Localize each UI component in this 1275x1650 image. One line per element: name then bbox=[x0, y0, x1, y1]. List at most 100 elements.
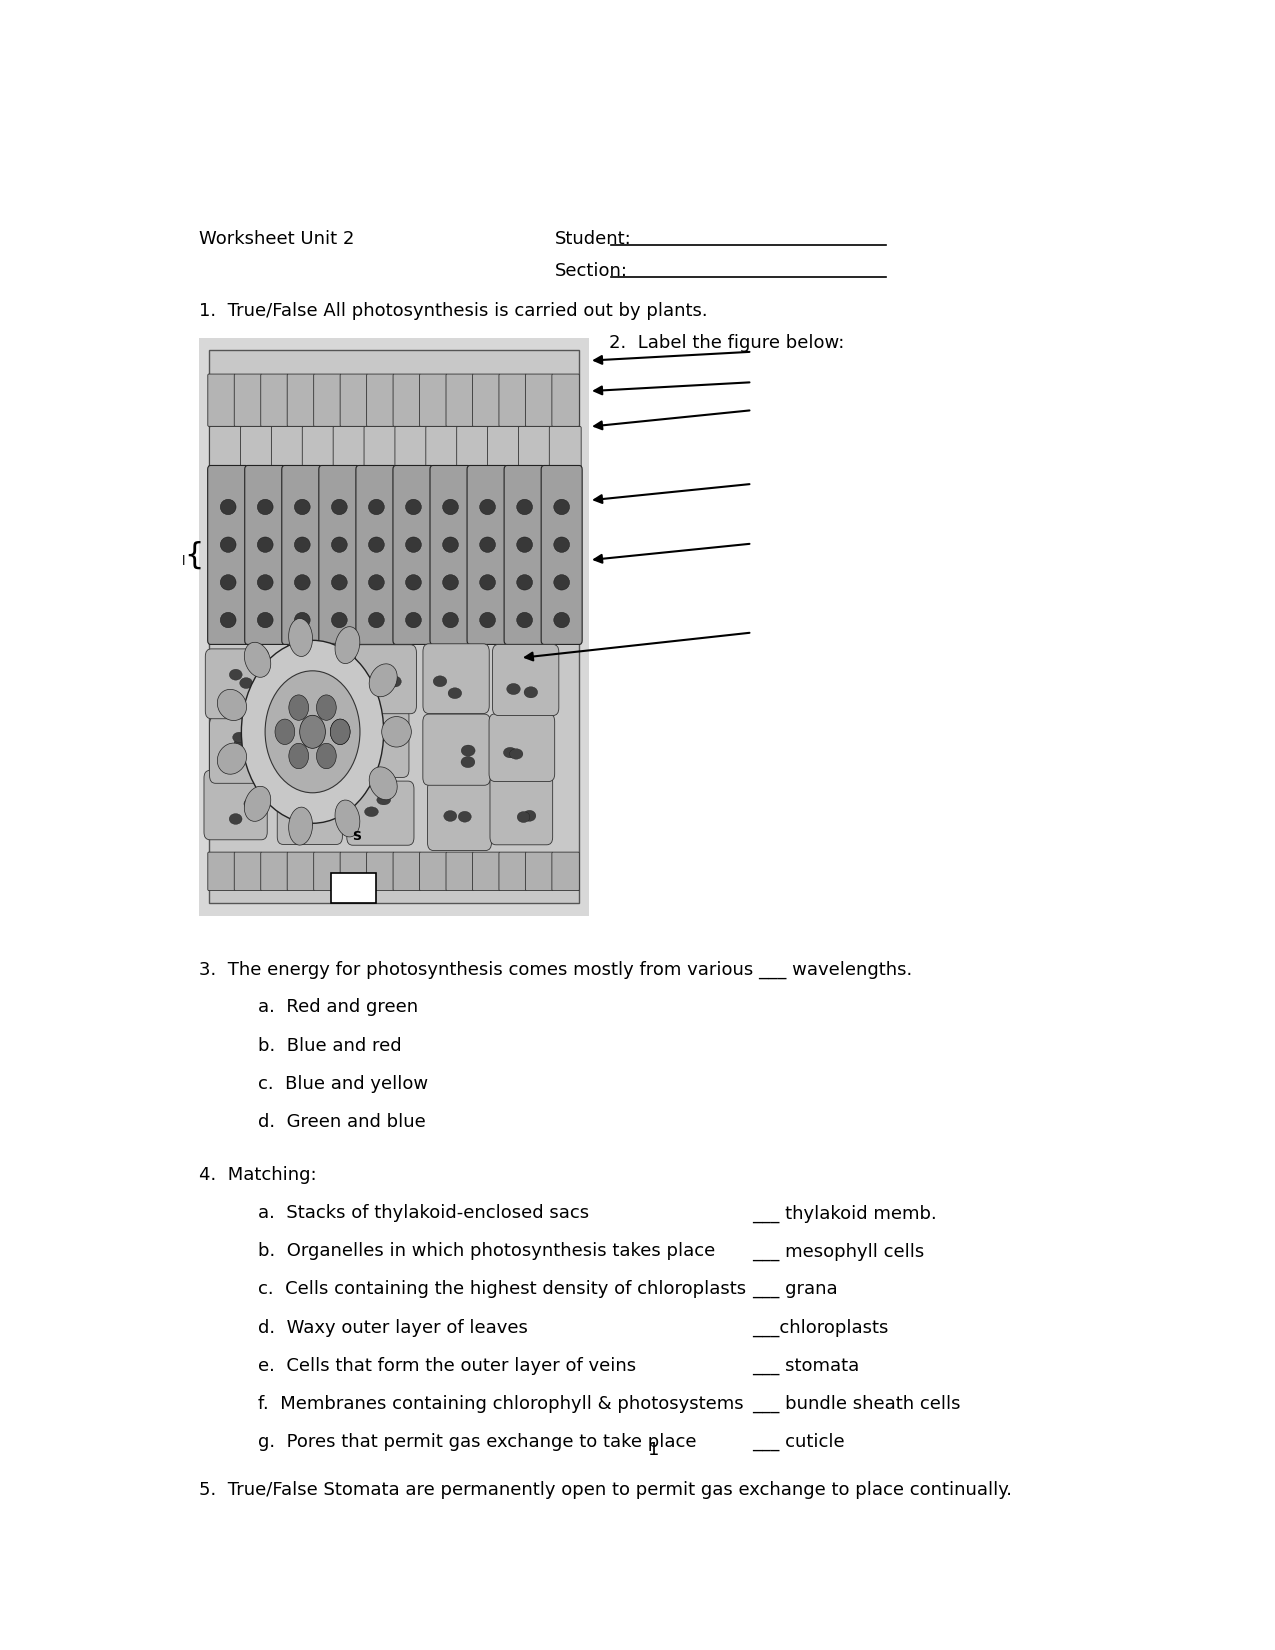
Ellipse shape bbox=[221, 574, 236, 591]
Ellipse shape bbox=[368, 500, 384, 515]
Ellipse shape bbox=[230, 813, 242, 825]
Ellipse shape bbox=[516, 536, 533, 553]
Ellipse shape bbox=[298, 754, 311, 764]
Circle shape bbox=[275, 719, 295, 744]
Text: d.  Green and blue: d. Green and blue bbox=[258, 1112, 426, 1130]
Ellipse shape bbox=[479, 500, 496, 515]
Bar bbox=[199, 338, 589, 916]
Ellipse shape bbox=[258, 500, 273, 515]
Ellipse shape bbox=[370, 663, 398, 696]
Ellipse shape bbox=[245, 787, 270, 822]
Ellipse shape bbox=[230, 670, 242, 680]
Circle shape bbox=[316, 695, 337, 721]
FancyBboxPatch shape bbox=[499, 851, 527, 891]
Ellipse shape bbox=[332, 574, 347, 591]
FancyBboxPatch shape bbox=[314, 851, 342, 891]
FancyBboxPatch shape bbox=[282, 465, 323, 645]
Ellipse shape bbox=[258, 612, 273, 627]
FancyBboxPatch shape bbox=[525, 851, 553, 891]
Text: Student:: Student: bbox=[555, 229, 631, 248]
Ellipse shape bbox=[296, 790, 310, 802]
Ellipse shape bbox=[258, 536, 273, 553]
Ellipse shape bbox=[221, 612, 236, 627]
FancyBboxPatch shape bbox=[275, 710, 339, 777]
Ellipse shape bbox=[448, 688, 462, 698]
FancyBboxPatch shape bbox=[427, 780, 491, 850]
FancyBboxPatch shape bbox=[235, 851, 261, 891]
Circle shape bbox=[330, 719, 351, 744]
FancyBboxPatch shape bbox=[287, 644, 352, 714]
Circle shape bbox=[300, 716, 325, 749]
FancyBboxPatch shape bbox=[208, 375, 236, 426]
Text: {: { bbox=[185, 541, 204, 569]
Ellipse shape bbox=[442, 536, 459, 553]
Ellipse shape bbox=[332, 536, 347, 553]
Ellipse shape bbox=[442, 574, 459, 591]
Ellipse shape bbox=[365, 807, 379, 817]
FancyBboxPatch shape bbox=[423, 644, 490, 713]
FancyBboxPatch shape bbox=[260, 851, 288, 891]
Ellipse shape bbox=[553, 612, 570, 627]
FancyBboxPatch shape bbox=[346, 708, 409, 777]
FancyBboxPatch shape bbox=[550, 427, 581, 470]
Ellipse shape bbox=[370, 767, 398, 800]
FancyBboxPatch shape bbox=[365, 427, 397, 470]
FancyBboxPatch shape bbox=[287, 851, 315, 891]
Ellipse shape bbox=[217, 690, 246, 721]
Ellipse shape bbox=[385, 731, 398, 742]
Text: ___ thylakoid memb.: ___ thylakoid memb. bbox=[752, 1204, 937, 1223]
Ellipse shape bbox=[510, 749, 523, 759]
FancyBboxPatch shape bbox=[467, 465, 507, 645]
Text: ___ grana: ___ grana bbox=[752, 1280, 838, 1299]
Ellipse shape bbox=[368, 536, 384, 553]
Bar bbox=[209, 350, 579, 903]
FancyBboxPatch shape bbox=[241, 427, 273, 470]
Text: Section:: Section: bbox=[555, 262, 627, 279]
FancyBboxPatch shape bbox=[319, 465, 360, 645]
Text: f.  Membranes containing chlorophyll & photosystems: f. Membranes containing chlorophyll & ph… bbox=[258, 1394, 743, 1412]
Ellipse shape bbox=[479, 612, 496, 627]
Circle shape bbox=[330, 719, 351, 744]
FancyBboxPatch shape bbox=[541, 465, 583, 645]
FancyBboxPatch shape bbox=[287, 375, 315, 426]
Text: c.  Cells containing the highest density of chloroplasts: c. Cells containing the highest density … bbox=[258, 1280, 746, 1299]
Text: b.  Organelles in which photosynthesis takes place: b. Organelles in which photosynthesis ta… bbox=[258, 1242, 715, 1261]
FancyBboxPatch shape bbox=[423, 714, 491, 785]
FancyBboxPatch shape bbox=[430, 465, 470, 645]
FancyBboxPatch shape bbox=[519, 427, 551, 470]
Ellipse shape bbox=[298, 660, 311, 672]
Ellipse shape bbox=[288, 619, 312, 657]
Ellipse shape bbox=[405, 574, 421, 591]
Ellipse shape bbox=[306, 675, 319, 685]
FancyBboxPatch shape bbox=[395, 427, 427, 470]
FancyBboxPatch shape bbox=[356, 465, 397, 645]
FancyBboxPatch shape bbox=[235, 375, 261, 426]
Ellipse shape bbox=[405, 536, 421, 553]
Ellipse shape bbox=[389, 676, 402, 686]
Text: 5.  True/False Stomata are permanently open to permit gas exchange to place cont: 5. True/False Stomata are permanently op… bbox=[199, 1482, 1012, 1500]
Text: ___ stomata: ___ stomata bbox=[752, 1356, 859, 1374]
FancyBboxPatch shape bbox=[552, 851, 579, 891]
FancyBboxPatch shape bbox=[245, 465, 286, 645]
FancyBboxPatch shape bbox=[209, 716, 274, 784]
Ellipse shape bbox=[258, 574, 273, 591]
Ellipse shape bbox=[295, 500, 310, 515]
FancyBboxPatch shape bbox=[456, 427, 488, 470]
Ellipse shape bbox=[553, 500, 570, 515]
Ellipse shape bbox=[332, 612, 347, 627]
Ellipse shape bbox=[516, 612, 533, 627]
Text: 1.  True/False All photosynthesis is carried out by plants.: 1. True/False All photosynthesis is carr… bbox=[199, 302, 708, 320]
Circle shape bbox=[241, 640, 384, 823]
Ellipse shape bbox=[518, 812, 530, 823]
Text: a.  Red and green: a. Red and green bbox=[258, 998, 418, 1016]
Text: l: l bbox=[182, 554, 186, 568]
FancyBboxPatch shape bbox=[419, 375, 448, 426]
FancyBboxPatch shape bbox=[393, 375, 421, 426]
Ellipse shape bbox=[240, 678, 252, 688]
Ellipse shape bbox=[381, 716, 412, 747]
Ellipse shape bbox=[221, 500, 236, 515]
Ellipse shape bbox=[462, 756, 474, 767]
FancyBboxPatch shape bbox=[302, 427, 334, 470]
Ellipse shape bbox=[444, 810, 456, 822]
Text: ___ mesophyll cells: ___ mesophyll cells bbox=[752, 1242, 924, 1261]
